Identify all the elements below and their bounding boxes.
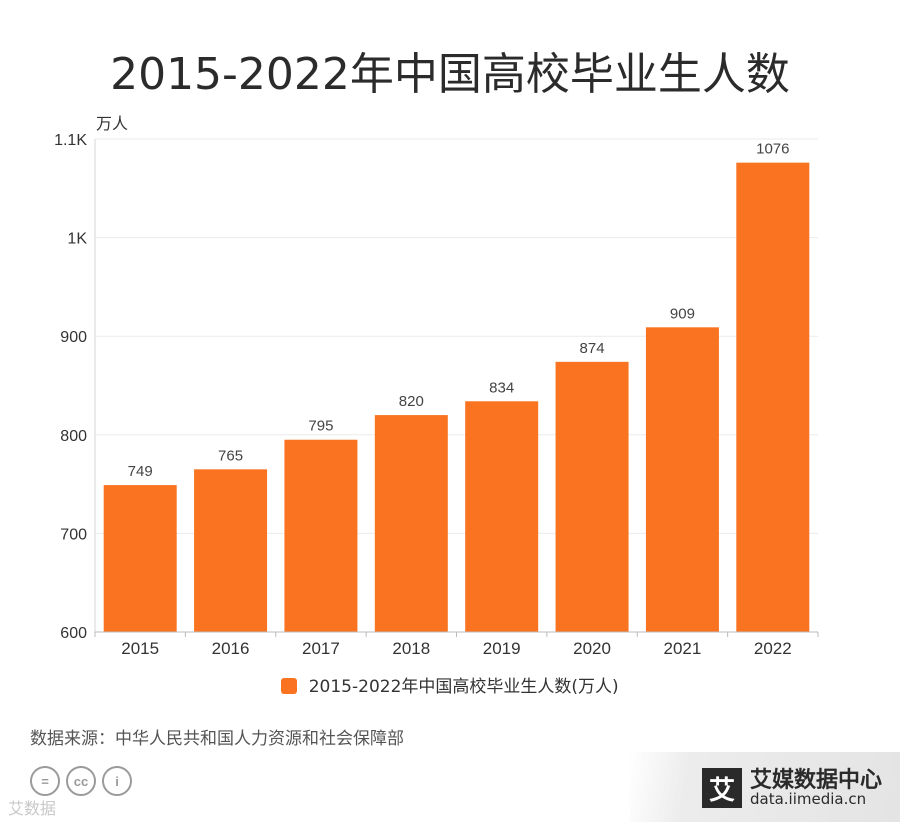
x-tick-label: 2020 [573,639,611,658]
y-axis-label: 万人 [96,114,128,133]
data-label: 1076 [756,141,789,158]
data-label: 795 [308,418,333,435]
y-tick-label: 1.1K [54,132,87,149]
x-tick-label: 2015 [121,639,159,658]
x-tick-label: 2021 [664,639,702,658]
y-tick-label: 600 [60,625,87,642]
y-tick-label: 800 [60,428,87,445]
brand-name: 艾媒数据中心 [749,767,882,793]
y-tick-label: 900 [60,329,87,346]
legend-label: 2015-2022年中国高校毕业生人数(万人) [308,677,619,697]
data-label: 834 [489,379,514,396]
x-tick-label: 2018 [392,639,430,658]
bar [103,485,177,632]
brand-block: 艾 艾媒数据中心 data.iimedia.cn [701,767,882,808]
x-tick-label: 2019 [483,639,521,658]
brand-logo-icon: 艾 [701,768,742,808]
chart-legend[interactable]: 2015-2022年中国高校毕业生人数(万人) [0,672,900,697]
x-tick-label: 2016 [212,639,250,658]
data-label: 765 [218,447,243,464]
brand-url: data.iimedia.cn [749,789,867,808]
brand-band [630,752,900,822]
bar [374,415,448,632]
bar [645,327,719,632]
attribution-icon: i [102,766,132,796]
bar [555,361,629,632]
license-icons: = cc i [30,766,132,796]
bar [284,439,358,632]
data-label: 820 [399,393,424,410]
x-tick-label: 2017 [302,639,340,658]
y-tick-label: 700 [60,526,87,543]
data-label: 749 [128,463,153,480]
y-tick-label: 1K [67,231,87,248]
legend-swatch [281,678,298,694]
bar [465,401,539,632]
data-label: 874 [580,340,605,357]
x-tick-label: 2022 [754,639,792,658]
watermark-text: 艾数据 [8,799,57,818]
nd-license-icon: = [30,766,60,796]
page-title: 2015-2022年中国高校毕业生人数 [110,49,790,100]
data-source-note: 数据来源：中华人民共和国人力资源和社会保障部 [30,729,404,749]
data-label: 909 [670,305,695,322]
bar [736,162,810,632]
cc-license-icon: cc [66,766,96,796]
bar [194,469,268,632]
